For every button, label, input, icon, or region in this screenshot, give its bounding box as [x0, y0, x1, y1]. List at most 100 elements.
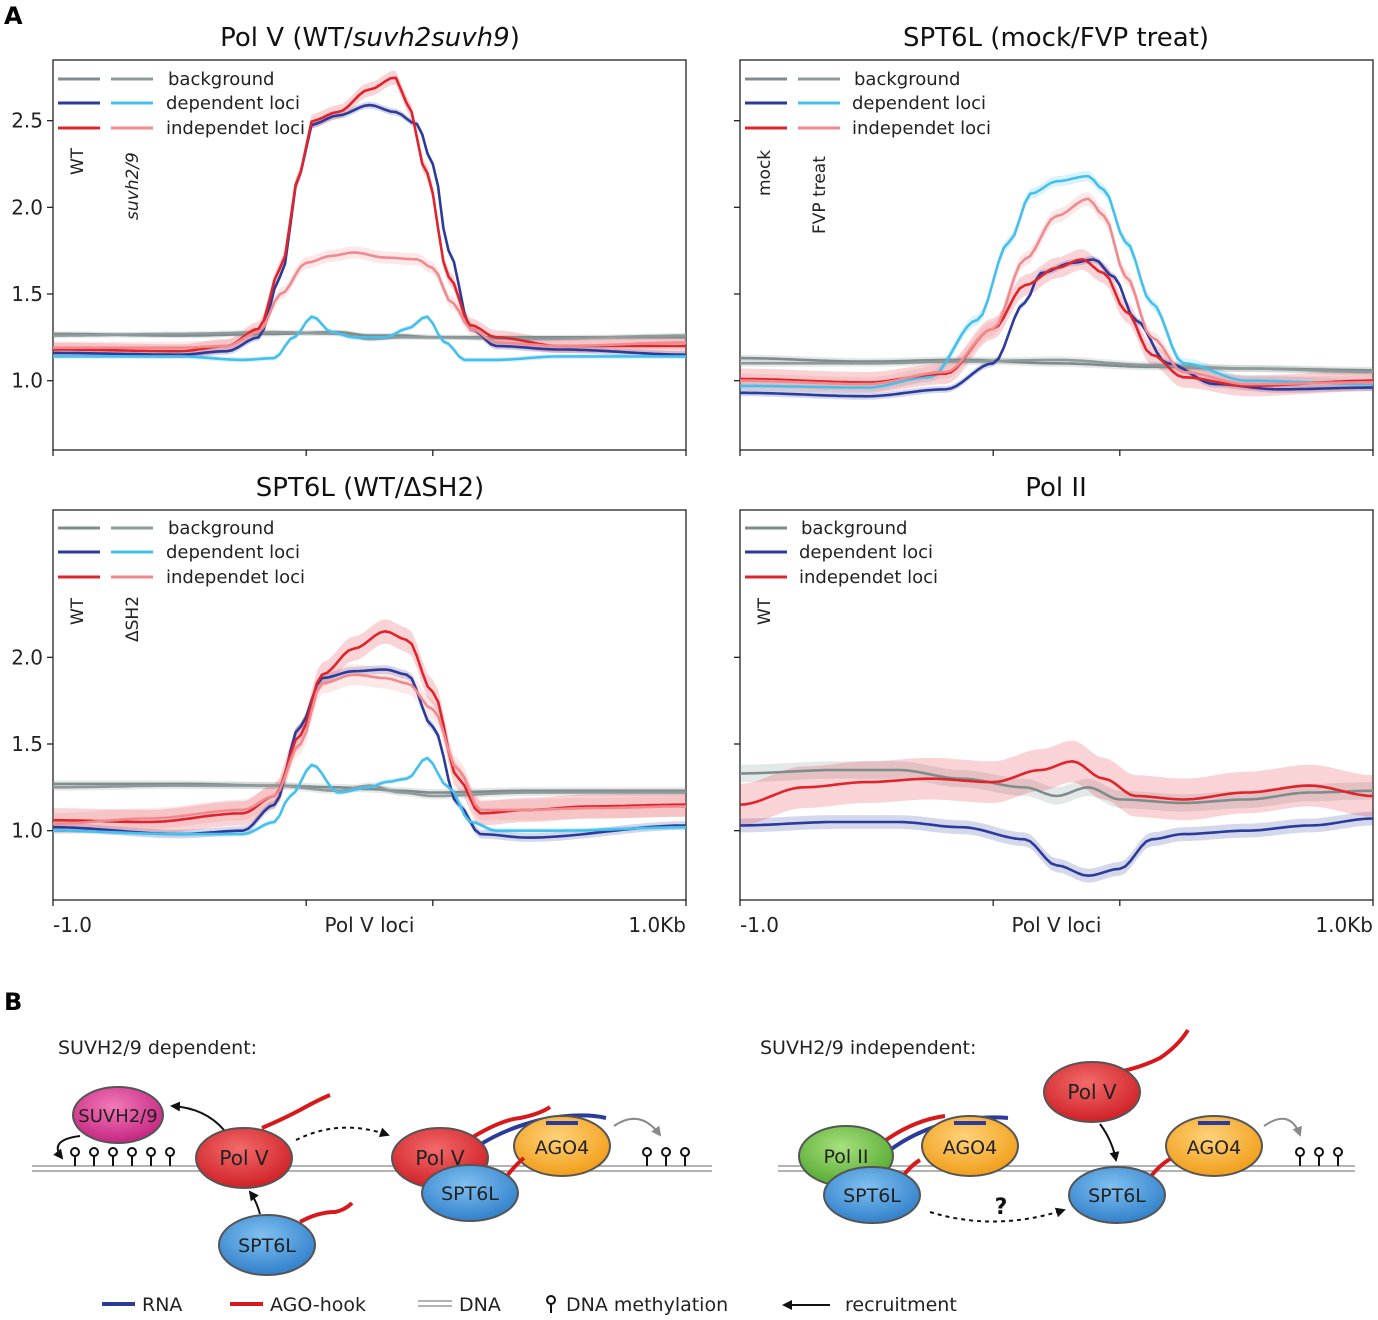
sample-label-wt: WT — [68, 147, 88, 175]
series-line-independet-loci-4 — [739, 258, 1373, 388]
series-line-dependent-loci-3 — [740, 174, 1373, 389]
legend-independent-label: independet loci — [799, 567, 938, 588]
series-band-4 — [53, 70, 686, 359]
plot-frame — [739, 509, 1374, 901]
svg-text:SUVH2/9: SUVH2/9 — [78, 1106, 157, 1127]
svg-text:Pol V: Pol V — [219, 1146, 268, 1170]
svg-text:SPT6L: SPT6L — [1088, 1185, 1146, 1207]
x-label-end: 1.0Kb — [1315, 913, 1373, 937]
legend-background-label: background — [168, 69, 274, 90]
svg-text:AGO4: AGO4 — [535, 1137, 589, 1159]
series-line-dependent-loci-2 — [53, 103, 687, 357]
dna-left — [32, 1165, 712, 1172]
methylation-key-label: DNA methylation — [566, 1294, 728, 1316]
diagram-key: RNA AGO-hook DNA DNA methylation recruit… — [102, 1294, 957, 1316]
sample-label-wt: WT — [68, 597, 88, 625]
x-label-start: -1.0 — [740, 913, 779, 937]
legend-independent-label: independet loci — [852, 118, 991, 139]
legend-dependent-label: dependent loci — [799, 542, 933, 563]
legend-dependent-label: dependent loci — [166, 93, 300, 114]
rna-key-label: RNA — [142, 1294, 182, 1316]
x-label-center: Pol V loci — [1012, 913, 1102, 937]
svg-text:Pol II: Pol II — [824, 1146, 869, 1168]
series-line-independet-loci-4 — [53, 76, 686, 353]
series-line-background-0 — [53, 782, 686, 794]
series-line-independet-loci-2 — [739, 759, 1374, 806]
chart-title: SPT6L (WT/ΔSH2) — [256, 473, 484, 503]
legend-dependent-label: dependent loci — [166, 542, 300, 563]
svg-text:Pol V: Pol V — [1067, 1080, 1116, 1104]
right-diagram-title: SUVH2/9 independent: — [760, 1037, 976, 1059]
series-band-2 — [740, 740, 1373, 826]
series-line-dependent-loci-3 — [53, 315, 686, 362]
legend-background-label: background — [168, 518, 274, 539]
chart-spt6l-fvp: SPT6L (mock/FVP treat) background depend… — [734, 23, 1374, 456]
chart-spt6l-sh2: SPT6L (WT/ΔSH2) 1.0 1.5 2.0 -1.0 Pol V loci 1… — [11, 473, 687, 937]
series-line-background-0 — [739, 768, 1373, 805]
dna-key-label: DNA — [459, 1294, 501, 1316]
legend: background dependent loci independet loc… — [58, 518, 305, 642]
arrow-polv-to-suvh — [170, 1101, 225, 1131]
legend-independent-label: independet loci — [166, 118, 305, 139]
ago4-complex-4: AGO4 — [1165, 1115, 1263, 1177]
svg-text:AGO4: AGO4 — [943, 1137, 997, 1159]
ago-hook-icon — [1117, 1028, 1190, 1074]
chart-title: SPT6L (mock/FVP treat) — [903, 23, 1209, 53]
plot-frame — [52, 59, 687, 451]
x-label-start: -1.0 — [53, 913, 92, 937]
series-line-dependent-loci-1 — [739, 817, 1374, 878]
recruitment-key-label: recruitment — [845, 1294, 957, 1316]
legend-dependent-label: dependent loci — [852, 93, 986, 114]
series-band-1 — [740, 811, 1373, 883]
sample-label-dsh2: ΔSH2 — [123, 596, 143, 642]
methylation-key-icon — [546, 1295, 556, 1313]
ago-hook-icon — [299, 1201, 354, 1224]
y-tick-label: 1.0 — [11, 369, 43, 393]
question-mark: ? — [995, 1195, 1008, 1220]
ago-hook-icon — [884, 1114, 946, 1142]
ago4-complex-3: AGO4 — [921, 1115, 1019, 1177]
panel-label-a: A — [4, 2, 23, 30]
legend-background-label: background — [801, 518, 907, 539]
methylation-marks-mid — [642, 1147, 690, 1166]
suvh29-complex: SUVH2/9 — [72, 1086, 164, 1144]
methylation-marks-left — [70, 1147, 175, 1166]
arrow-dotted-recruit — [295, 1126, 390, 1141]
y-tick-label: 1.5 — [11, 732, 43, 756]
series-line-independet-loci-4 — [53, 629, 686, 824]
arrow-ago4-to-methylation-right — [1263, 1117, 1302, 1137]
legend: background dependent loci independet loc… — [745, 69, 991, 234]
series-band-5 — [53, 664, 686, 835]
arrow-spt6l-to-polv — [248, 1190, 261, 1215]
ago4-complex: AGO4 — [513, 1115, 611, 1177]
series-band-0 — [740, 761, 1373, 812]
arrow-ago4-to-methylation — [613, 1117, 662, 1137]
series-line-background-1 — [53, 784, 686, 798]
spt6l-complex-3: SPT6L — [823, 1166, 921, 1224]
y-tick-label: 2.5 — [11, 109, 43, 133]
legend: background dependent loci independet loc… — [58, 69, 305, 220]
legend-background-label: background — [854, 69, 960, 90]
spt6l-complex: SPT6L — [218, 1214, 316, 1276]
x-label-center: Pol V loci — [325, 913, 415, 937]
x-label-end: 1.0Kb — [628, 913, 686, 937]
svg-text:SPT6L: SPT6L — [441, 1183, 499, 1205]
spt6l-complex-2: SPT6L — [421, 1164, 519, 1222]
series-band-2 — [53, 101, 686, 359]
chart-pol-ii: Pol II -1.0 Pol V loci 1.0Kb background de… — [734, 473, 1374, 937]
series-line-dependent-loci-3 — [53, 756, 686, 836]
chart-title: Pol II — [1025, 473, 1086, 503]
series-line-background-1 — [53, 330, 686, 341]
pol-v-complex: Pol V — [195, 1127, 293, 1189]
svg-text:AGO4: AGO4 — [1187, 1137, 1241, 1159]
y-tick-label: 1.0 — [11, 819, 43, 843]
chart-title: Pol V (WT/suvh2suvh9) — [220, 23, 520, 53]
series-line-background-1 — [740, 358, 1373, 374]
sample-label-mock: mock — [755, 150, 775, 196]
series-line-independet-loci-5 — [53, 251, 687, 350]
series-line-independet-loci-5 — [740, 197, 1373, 386]
arrow-polv-to-spt6l — [1099, 1123, 1120, 1162]
y-tick-label: 2.0 — [11, 195, 43, 219]
arrow-dotted-unknown — [929, 1207, 1066, 1223]
